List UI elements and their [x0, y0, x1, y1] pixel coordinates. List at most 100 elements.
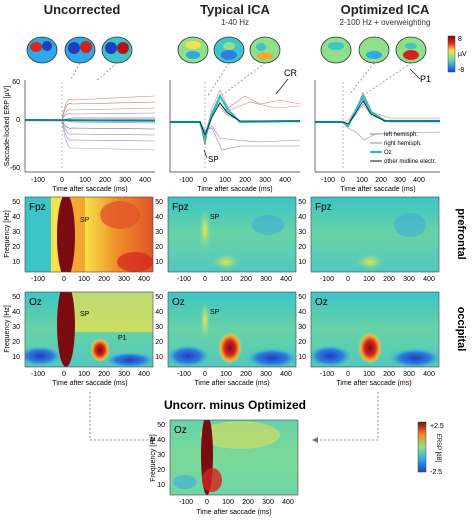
tf-panel-fpz-optimized-ica: Fpz 50 40 30 20 10 -100 0 100 200 300 40…	[298, 196, 440, 283]
erp-ytick: 60	[12, 79, 20, 86]
topomaps-optimized-ica	[320, 36, 427, 64]
tf-ytick: 50	[12, 199, 20, 206]
channel-label-oz: Oz	[172, 297, 185, 308]
tf-ytick: 10	[12, 259, 20, 266]
erp-xtick: 0	[341, 177, 345, 184]
erp-xtick: 100	[219, 177, 231, 184]
topomap	[249, 36, 281, 64]
erp-xtick: 400	[139, 177, 151, 184]
tf-ytick: 10	[155, 259, 163, 266]
tf-ytick: 20	[155, 244, 163, 251]
tf-xtick: 400	[280, 371, 292, 378]
col-title-uncorrected: Uncorrected	[43, 2, 121, 17]
erp-xtick: 0	[60, 177, 64, 184]
tf-ytick: 30	[298, 229, 306, 236]
erp-traces	[315, 91, 441, 141]
tf-xtick: 100	[222, 499, 234, 506]
tf-colorbar: +2.5 -2.5 ERSP [dB]	[417, 421, 444, 476]
erp-panel-optimized-ica: -100 0 100 200 300 400 Time after saccad…	[314, 68, 441, 193]
erp-xlabel: Time after saccade (ms)	[197, 186, 272, 193]
tf-xtick: 0	[346, 276, 350, 283]
tf-xtick: -100	[177, 371, 191, 378]
tf-panel-oz-typical-ica: Oz SP 50 40 30 20 10 -100 0 100 200 300 …	[155, 291, 297, 387]
annotation-sp: SP	[208, 155, 219, 164]
tf-xtick: 0	[62, 371, 66, 378]
tf-xtick: 100	[78, 371, 90, 378]
topomaps-uncorrected	[26, 36, 133, 64]
tf-ytick: 30	[155, 324, 163, 331]
tf-xtick: 100	[363, 276, 375, 283]
tf-ytick: 20	[298, 244, 306, 251]
tf-ytick: 20	[155, 339, 163, 346]
tf-ytick: 10	[12, 354, 20, 361]
tf-colorbar-label: ERSP [dB]	[435, 434, 441, 463]
erp-xlabel: Time after saccade (ms)	[340, 186, 415, 193]
tf-ytick: 40	[298, 309, 306, 316]
tf-ytick: 30	[298, 324, 306, 331]
tf-ytick: 40	[12, 309, 20, 316]
tf-xtick: 200	[383, 371, 395, 378]
tf-xtick: 0	[203, 276, 207, 283]
tf-ytick: 30	[157, 452, 165, 459]
channel-label-fpz: Fpz	[172, 202, 189, 213]
annotation-arrow	[203, 149, 208, 159]
tf-xlabel: Time after saccade (ms)	[194, 380, 269, 387]
arrow-head	[150, 437, 156, 443]
tf-xtick: 300	[118, 276, 130, 283]
legend-item: right hemisph.	[384, 141, 422, 147]
tf-ylabel: Frequency [Hz]	[4, 305, 11, 353]
tf-xtick: 100	[363, 371, 375, 378]
tf-xtick: 200	[240, 276, 252, 283]
topo-colorbar-unit: µV	[458, 51, 467, 58]
legend-item: Oz	[384, 150, 392, 156]
tf-xtick: 100	[220, 276, 232, 283]
tf-ytick: 50	[298, 199, 306, 206]
erp-xtick: -100	[31, 177, 45, 184]
erp-panel-typical-ica: -100 0 100 200 300 400 Time after saccad…	[169, 68, 301, 193]
tf-xtick: 200	[240, 371, 252, 378]
erp-legend: left hemisph. right hemisph. Oz other mi…	[370, 132, 436, 165]
erp-xtick: 100	[356, 177, 368, 184]
topomap	[101, 36, 133, 64]
tf-colorbar-top: +2.5	[430, 423, 444, 430]
topomap	[395, 36, 427, 64]
tf-xtick: -100	[320, 371, 334, 378]
tf-ytick: 50	[298, 294, 306, 301]
bottom-title: Uncorr. minus Optimized	[164, 398, 306, 412]
channel-label-oz: Oz	[174, 425, 187, 436]
tf-xtick: 300	[260, 371, 272, 378]
arrow-head	[312, 437, 318, 443]
tf-panel-oz-optimized-ica: Oz 50 40 30 20 10 -100 0 100 200 300 400…	[298, 291, 440, 387]
tf-panel-difference: Oz 50 40 30 20 10 -100 0 100 200 300 400…	[150, 419, 299, 516]
erp-xtick: 300	[259, 177, 271, 184]
annotation-cr: CR	[284, 68, 297, 78]
erp-xlabel: Time after saccade (ms)	[52, 186, 127, 193]
tf-xtick: 200	[242, 499, 254, 506]
tf-ytick: 30	[12, 324, 20, 331]
annotation-sp: SP	[210, 309, 220, 316]
col-title-optimized-ica: Optimized ICA	[340, 2, 430, 17]
annotation-arrow	[275, 78, 289, 95]
tf-ytick: 10	[155, 354, 163, 361]
tf-xtick: 100	[78, 276, 90, 283]
legend-item: left hemisph.	[384, 132, 418, 138]
tf-xtick: 400	[423, 371, 435, 378]
topomaps-typical-ica	[177, 36, 281, 64]
tf-xtick: -100	[177, 276, 191, 283]
channel-label-oz: Oz	[315, 297, 328, 308]
tf-ytick: 20	[157, 467, 165, 474]
annotation-p1: P1	[420, 74, 431, 84]
topo-colorbar-top: 8	[458, 36, 462, 43]
erp-xtick: -100	[321, 177, 335, 184]
tf-ytick: 20	[298, 339, 306, 346]
erp-traces	[24, 95, 156, 151]
legend-item: other midline electr.	[384, 159, 436, 165]
erp-panel-uncorrected: 60 0 -60 -100 0 100 200 300 400 Time aft…	[4, 79, 156, 193]
erp-xtick: 0	[203, 177, 207, 184]
tf-ytick: 50	[157, 422, 165, 429]
tf-ytick: 40	[298, 214, 306, 221]
tf-xtick: 300	[262, 499, 274, 506]
tf-xtick: 400	[138, 371, 150, 378]
topomap	[64, 36, 96, 64]
tf-ytick: 40	[12, 214, 20, 221]
